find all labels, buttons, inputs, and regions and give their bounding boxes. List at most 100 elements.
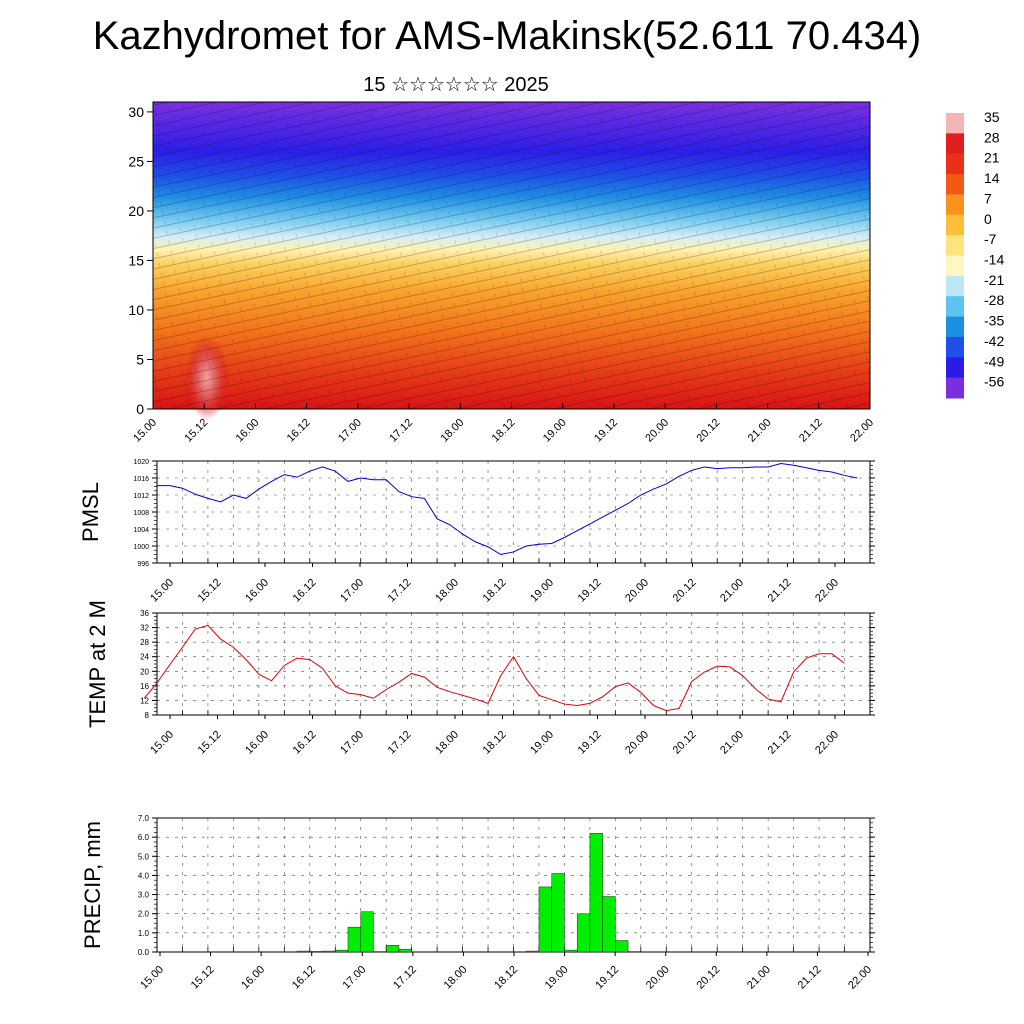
temp-panel: 36 32 28 24 20 16 12 8 15.00 15.12 16.00 16.12 17.00… [85, 600, 875, 757]
y-tick-label: 1008 [133, 510, 149, 517]
x-tick-label: 16.12 [290, 964, 318, 992]
y-tick-label: 10 [128, 302, 144, 318]
precip-bar [615, 940, 629, 953]
y-tick-label: 1000 [133, 544, 149, 551]
x-tick-label: 19.00 [528, 729, 556, 757]
x-tick-label: 20.12 [671, 729, 699, 757]
x-tick-label: 17.12 [386, 577, 414, 605]
x-tick-label: 19.00 [528, 577, 556, 605]
colorbar-label: 35 [984, 109, 1000, 125]
precip-bar [564, 949, 578, 953]
precip-bar [322, 950, 336, 953]
precip-bar [526, 950, 540, 953]
precip-bar [335, 949, 349, 953]
precip-bar [347, 926, 361, 953]
x-tick-label: 15.00 [148, 577, 176, 605]
y-axis-label: PRECIP, mm [80, 821, 105, 949]
precip-bar [385, 945, 400, 953]
y-tick-label: 28 [140, 638, 149, 647]
x-tick-label: 21.12 [796, 964, 824, 992]
x-tick-label: 15.12 [196, 577, 224, 605]
x-tick-label: 20.00 [623, 729, 651, 757]
x-tick-label: 15.00 [138, 964, 166, 992]
chart-title: Kazhydromet for AMS-Makinsk(52.611 70.43… [92, 14, 922, 58]
y-tick-label: 3.0 [138, 891, 150, 900]
colorbar-label: -35 [984, 313, 1004, 329]
y-tick-label: 12 [140, 696, 149, 705]
x-tick-label: 16.00 [243, 577, 271, 605]
precip-bar [398, 948, 412, 953]
y-tick-label: 20 [128, 203, 144, 219]
y-tick-label: 24 [140, 653, 149, 662]
colorbar-label: 0 [984, 211, 992, 227]
y-tick-label: 1020 [133, 459, 149, 466]
y-tick-label: 6.0 [138, 833, 150, 842]
y-tick-label: 1016 [133, 476, 149, 483]
colorbar-segment [946, 113, 964, 134]
x-tick-label: 19.12 [576, 729, 604, 757]
colorbar-segment [946, 316, 964, 338]
series-line [143, 624, 845, 712]
x-tick-label: 19.00 [541, 417, 569, 445]
y-tick-label: 1004 [133, 527, 149, 534]
x-tick-label: 21.00 [746, 417, 774, 445]
y-tick-label: 25 [128, 153, 144, 169]
colorbar-segment [946, 275, 964, 297]
colorbar-segment [946, 214, 964, 236]
x-tick-label: 21.00 [718, 729, 746, 757]
colorbar-segment [946, 357, 964, 379]
x-tick-label: 18.00 [433, 729, 461, 757]
precip-bar [309, 951, 323, 953]
x-tick-label: 18.12 [481, 729, 509, 757]
x-tick-label: 17.00 [336, 417, 364, 445]
x-tick-label: 15.12 [189, 964, 217, 992]
x-tick-label: 17.12 [386, 729, 414, 757]
y-tick-label: 1.0 [138, 929, 150, 938]
y-tick-label: 20 [140, 667, 149, 676]
colorbar-segment [946, 194, 964, 216]
colorbar-segment [946, 174, 964, 195]
y-tick-label: 16 [140, 682, 149, 691]
x-tick-label: 21.12 [766, 577, 794, 605]
panel-frame [156, 460, 871, 564]
precip-bar [538, 886, 552, 953]
y-tick-label: 5 [136, 351, 144, 367]
x-tick-label: 15.12 [182, 417, 210, 445]
colorbar-label: -49 [984, 353, 1004, 369]
colorbar-label: 21 [984, 150, 1000, 166]
colorbar: 35 28 21 14 7 0 -7 -14 -21 -28 -35 -42 -49 -56 [946, 109, 1004, 399]
y-tick-label: 4.0 [138, 871, 150, 880]
x-tick-label: 22.00 [813, 729, 841, 757]
y-tick-label: 0.0 [138, 948, 150, 957]
x-tick-label: 16.00 [243, 729, 271, 757]
precip-bar [551, 873, 565, 953]
x-tick-label: 19.12 [593, 964, 621, 992]
x-tick-label: 18.12 [490, 417, 518, 445]
colorbar-label: -56 [984, 374, 1004, 390]
y-axis-label: PMSL [78, 482, 103, 542]
precip-bar [360, 911, 374, 953]
y-tick-label: 36 [140, 609, 149, 618]
x-tick-label: 15.00 [131, 417, 159, 445]
colorbar-segment [946, 255, 964, 277]
chart-subtitle: 15 ☆☆☆☆☆☆ 2025 [363, 74, 549, 96]
y-tick-label: 30 [128, 104, 144, 120]
colorbar-label: 14 [984, 170, 1000, 186]
x-tick-label: 20.00 [643, 417, 671, 445]
temperature-cross-section: 0 5 10 15 20 25 30 15.00 15.12 16.00 16.12 17.00 17… [128, 101, 876, 445]
y-tick-label: 5.0 [138, 852, 150, 861]
x-tick-label: 21.00 [718, 577, 746, 605]
pmsl-panel: 1020 1016 1012 1008 1004 1000 996 15.00 15.12 16.… [78, 459, 875, 605]
precip-bar [296, 950, 310, 953]
wind-barbs [153, 102, 870, 409]
y-tick-label: 8 [145, 711, 150, 720]
series-line [157, 463, 858, 556]
colorbar-label: -21 [984, 272, 1004, 288]
colorbar-label: -14 [984, 252, 1004, 268]
y-tick-label: 1012 [133, 493, 149, 500]
colorbar-label: 7 [984, 190, 992, 206]
colorbar-segment [946, 296, 964, 318]
precip-bar [576, 913, 591, 953]
colorbar-label: 28 [984, 129, 1000, 145]
x-tick-label: 16.00 [234, 417, 262, 445]
